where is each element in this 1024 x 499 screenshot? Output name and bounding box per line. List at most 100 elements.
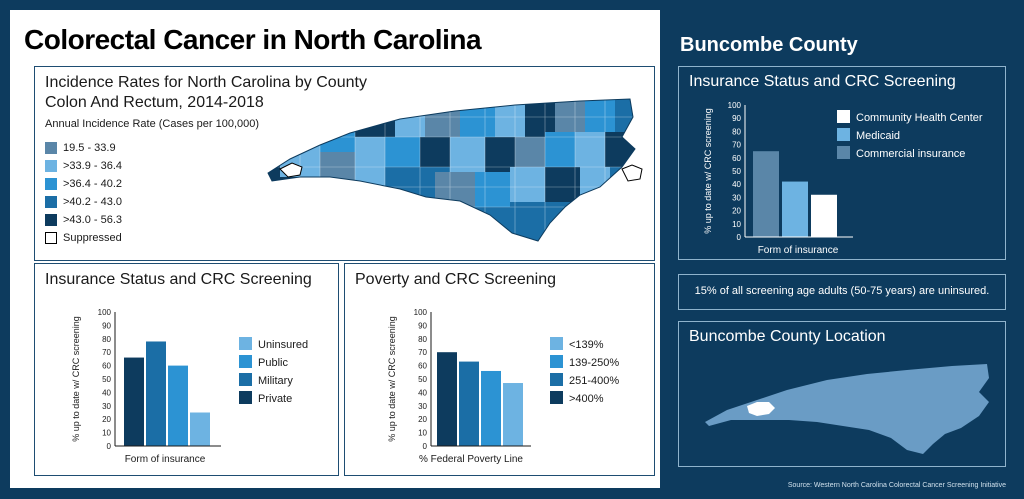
legend-swatch bbox=[239, 337, 252, 350]
bar-private bbox=[124, 357, 144, 446]
map-legend-item: >40.2 - 43.0 bbox=[45, 193, 122, 211]
legend-swatch bbox=[550, 373, 563, 386]
legend-swatch bbox=[45, 214, 57, 226]
legend-label: Uninsured bbox=[258, 339, 308, 351]
legend-swatch bbox=[837, 128, 850, 141]
y-axis-label: % up to date w/ CRC screening bbox=[387, 316, 397, 442]
legend-swatch bbox=[239, 373, 252, 386]
legend-label: Community Health Center bbox=[856, 112, 983, 124]
insurance-chart: 0 10 20 30 40 50 60 70 80 90 100 Form of insurance%… bbox=[71, 308, 308, 465]
y-tick-label: 10 bbox=[732, 220, 741, 229]
bar-uninsured bbox=[190, 412, 210, 446]
legend-label: 139-250% bbox=[569, 357, 619, 369]
y-tick-label: 0 bbox=[737, 233, 742, 242]
y-tick-label: 20 bbox=[732, 207, 741, 216]
legend-label: <139% bbox=[569, 339, 604, 351]
poverty-chart-title: Poverty and CRC Screening bbox=[355, 271, 556, 288]
bar--139- bbox=[503, 383, 523, 446]
y-tick-label: 70 bbox=[732, 141, 741, 150]
bar-139-250- bbox=[481, 370, 501, 446]
map-legend-item: >33.9 - 36.4 bbox=[45, 157, 122, 175]
left-panel: Colorectal Cancer in North Carolina Inci… bbox=[10, 10, 660, 488]
y-tick-label: 50 bbox=[418, 375, 427, 384]
legend-swatch bbox=[550, 337, 563, 350]
legend-label: 251-400% bbox=[569, 375, 619, 387]
y-tick-label: 0 bbox=[107, 442, 112, 451]
y-tick-label: 90 bbox=[418, 321, 427, 330]
suppressed-county-west bbox=[279, 162, 303, 178]
map-title-line1: Incidence Rates for North Carolina by Co… bbox=[45, 74, 367, 91]
main-title: Colorectal Cancer in North Carolina bbox=[24, 24, 482, 55]
location-title: Buncombe County Location bbox=[689, 328, 886, 345]
y-tick-label: 50 bbox=[102, 375, 111, 384]
y-tick-label: 80 bbox=[732, 127, 741, 136]
y-tick-label: 90 bbox=[102, 321, 111, 330]
x-axis-label: % Federal Poverty Line bbox=[419, 454, 523, 465]
y-tick-label: 40 bbox=[418, 388, 427, 397]
bar-public bbox=[168, 365, 188, 446]
buncombe-title: Buncombe County bbox=[680, 34, 858, 56]
y-tick-label: 80 bbox=[102, 335, 111, 344]
y-tick-label: 100 bbox=[98, 308, 112, 317]
y-tick-label: 60 bbox=[418, 362, 427, 371]
source-note: Source: Western North Carolina Colorecta… bbox=[787, 482, 1006, 489]
x-axis-label: Form of insurance bbox=[758, 245, 839, 256]
bar-251-400- bbox=[459, 361, 479, 446]
poverty-chart-panel: Poverty and CRC Screening 0 10 20 30 40 50 60 7… bbox=[344, 263, 655, 476]
legend-swatch bbox=[45, 232, 57, 244]
map-title: Incidence Rates for North Carolina by Co… bbox=[45, 73, 367, 113]
y-tick-label: 60 bbox=[732, 154, 741, 163]
y-tick-label: 40 bbox=[102, 388, 111, 397]
legend-label: Military bbox=[258, 375, 293, 387]
y-tick-label: 40 bbox=[732, 180, 741, 189]
buncombe-county-shape bbox=[747, 402, 775, 416]
uninsured-note-panel: 15% of all screening age adults (50-75 y… bbox=[678, 274, 1006, 310]
legend-swatch bbox=[837, 110, 850, 123]
y-tick-label: 70 bbox=[102, 348, 111, 357]
map-subtitle: Annual Incidence Rate (Cases per 100,000… bbox=[45, 118, 260, 130]
y-tick-label: 60 bbox=[102, 362, 111, 371]
y-tick-label: 20 bbox=[418, 415, 427, 424]
legend-label: Private bbox=[258, 393, 292, 405]
nc-location-map bbox=[705, 364, 989, 454]
y-tick-label: 100 bbox=[414, 308, 428, 317]
x-axis-label: Form of insurance bbox=[125, 454, 206, 465]
legend-swatch bbox=[550, 355, 563, 368]
y-axis-label: % up to date w/ CRC screening bbox=[703, 108, 713, 234]
bar-military bbox=[146, 341, 166, 446]
legend-label: Commercial insurance bbox=[856, 148, 965, 160]
map-title-line2: Colon And Rectum, 2014-2018 bbox=[45, 94, 264, 111]
legend-swatch bbox=[45, 196, 57, 208]
bar--400- bbox=[437, 352, 457, 446]
y-tick-label: 80 bbox=[418, 335, 427, 344]
legend-label: Public bbox=[258, 357, 288, 369]
bar-community-health-center bbox=[811, 194, 837, 237]
poverty-chart: 0 10 20 30 40 50 60 70 80 90 100 % Federal Poverty … bbox=[387, 308, 619, 465]
map-legend: 19.5 - 33.9 >33.9 - 36.4 >36.4 - 40.2 >40.2… bbox=[45, 139, 122, 247]
y-tick-label: 50 bbox=[732, 167, 741, 176]
map-legend-item: Suppressed bbox=[45, 229, 122, 247]
bar-commercial-insurance bbox=[753, 151, 779, 237]
uninsured-note: 15% of all screening age adults (50-75 y… bbox=[694, 285, 990, 297]
legend-swatch bbox=[239, 391, 252, 404]
legend-label: >40.2 - 43.0 bbox=[63, 196, 123, 208]
legend-label: >400% bbox=[569, 393, 604, 405]
legend-label: >36.4 - 40.2 bbox=[63, 178, 123, 190]
y-tick-label: 90 bbox=[732, 114, 741, 123]
incidence-map-panel: Incidence Rates for North Carolina by Co… bbox=[34, 66, 655, 261]
y-tick-label: 70 bbox=[418, 348, 427, 357]
map-legend-item: 19.5 - 33.9 bbox=[45, 139, 122, 157]
nc-county-map bbox=[267, 98, 643, 242]
suppressed-county-east bbox=[621, 164, 643, 182]
buncombe-chart-panel: Insurance Status and CRC Screening 0 10 20… bbox=[678, 66, 1006, 260]
y-tick-label: 100 bbox=[728, 101, 742, 110]
y-tick-label: 20 bbox=[102, 415, 111, 424]
bar-medicaid bbox=[782, 181, 808, 237]
y-tick-label: 30 bbox=[732, 193, 741, 202]
legend-label: >33.9 - 36.4 bbox=[63, 160, 123, 172]
y-tick-label: 0 bbox=[423, 442, 428, 451]
legend-swatch bbox=[550, 391, 563, 404]
legend-label: 19.5 - 33.9 bbox=[63, 142, 116, 154]
buncombe-chart-title: Insurance Status and CRC Screening bbox=[689, 73, 956, 90]
legend-label: >43.0 - 56.3 bbox=[63, 214, 123, 226]
